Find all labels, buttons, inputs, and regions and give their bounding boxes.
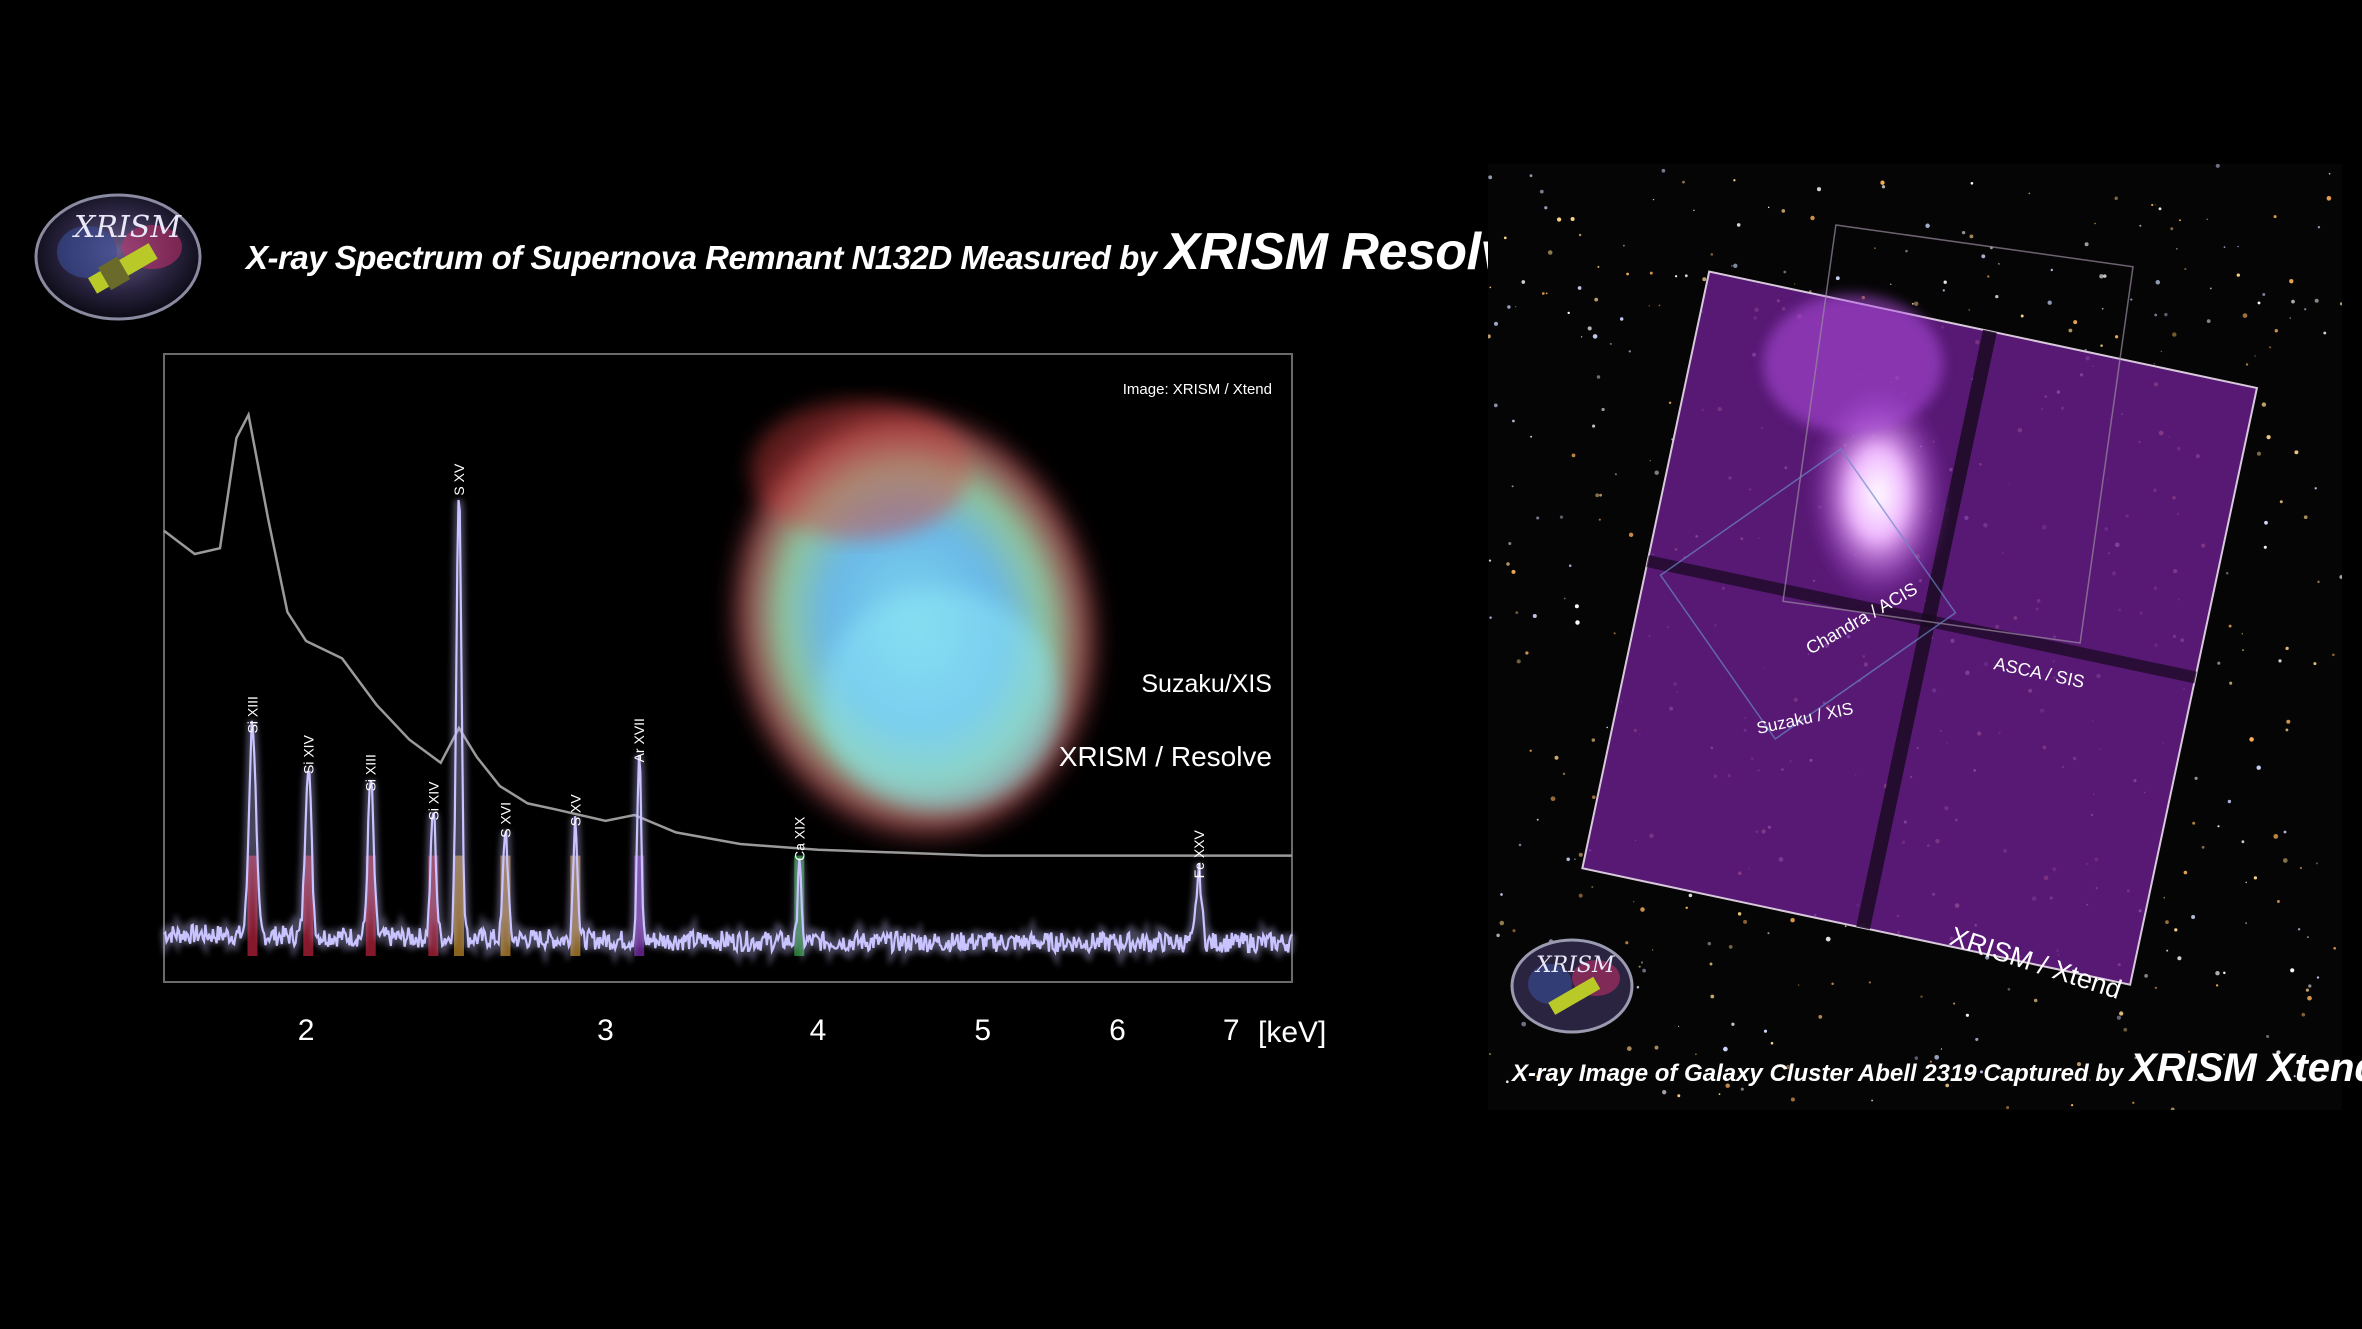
supernova-remnant-image [723, 400, 1107, 849]
x-tick-label: 3 [597, 1014, 614, 1047]
emission-line-label: Fe XXV [1191, 829, 1207, 878]
spectrum-title: X-ray Spectrum of Supernova Remnant N132… [246, 222, 1538, 282]
emission-line-label: S XV [451, 463, 467, 496]
line-bar [247, 855, 258, 956]
emission-line-label: Si XIII [363, 754, 379, 791]
emission-line-label: Si XIV [425, 781, 441, 821]
plot-frame [163, 353, 1293, 983]
cluster-title: X-ray Image of Galaxy Cluster Abell 2319… [1512, 1046, 2362, 1091]
x-tick-label: 5 [974, 1014, 991, 1047]
x-tick-label: 6 [1109, 1014, 1126, 1047]
emission-line-label: Si XIV [300, 734, 316, 774]
x-tick-label: 4 [810, 1014, 827, 1047]
legend-xrism-resolve: XRISM / Resolve [1059, 741, 1272, 772]
cluster-core [1808, 384, 1948, 604]
spectrum-title-text: X-ray Spectrum of Supernova Remnant N132… [246, 239, 1166, 276]
galaxy-cluster-image: Chandra / ACIS ASCA / SIS Suzaku / XIS X… [1488, 164, 2342, 1110]
cluster-title-text: X-ray Image of Galaxy Cluster Abell 2319… [1512, 1060, 2130, 1087]
series-xrism-resolve [163, 499, 1293, 956]
emission-line-label: S XV [567, 794, 583, 827]
emission-line-label: Si XIII [244, 696, 260, 733]
line-bar [365, 855, 376, 956]
logo-text-small: XRISM [1534, 953, 1615, 978]
logo-text: XRISM [72, 210, 182, 245]
xrism-logo: XRISM [34, 193, 202, 321]
image-credit: Image: XRISM / Xtend [1123, 381, 1272, 398]
line-bar [453, 855, 464, 956]
xtend-field [1581, 270, 2259, 986]
x-axis-label: [keV] [1258, 1016, 1326, 1049]
x-tick-label: 2 [298, 1014, 315, 1047]
emission-line-label: Ar XVII [631, 718, 647, 762]
legend-suzaku-xis: Suzaku/XIS [1141, 670, 1272, 698]
xrism-logo-small: XRISM [1510, 938, 1634, 1034]
emission-line-label: S XVI [497, 802, 513, 838]
spectrum-title-emphasis: XRISM Resolve [1165, 223, 1538, 281]
emission-line-label: Ca XIX [791, 816, 807, 861]
series-suzaku-xis [163, 411, 1292, 857]
line-bar [303, 855, 314, 956]
x-tick-label: 7 [1223, 1014, 1240, 1047]
cluster-title-emphasis: XRISM Xtend [2130, 1046, 2362, 1090]
